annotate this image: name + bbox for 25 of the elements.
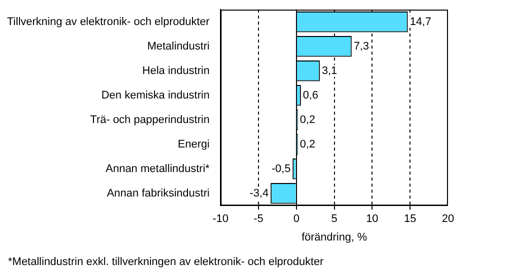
data-label: 3,1 [322,64,338,77]
x-tick-label: 20 [442,213,454,226]
y-tick-label: Annan metallindustri* [106,162,210,175]
text: *Metallindustrin exkl. tillverkningen av elektronik- och elprodukter [8,256,324,268]
x-tick-label: 15 [404,213,416,226]
x-tick-label: -5 [254,213,264,226]
data-label: 14,7 [410,16,432,28]
data-label: -3,4 [250,187,269,200]
data-label: 0,2 [300,114,316,126]
x-tick-label: 5 [331,213,338,226]
y-tick-label: Tillverkning av elektronik- och elprodukter [6,16,210,28]
y-tick-label: Trä- och papperindustrin [90,114,210,126]
data-label: -0,5 [272,162,291,175]
y-tick-label: Energi [178,138,210,150]
y-tick-label: Hela industrin [142,64,210,77]
y-tick-label: Metalindustri [147,40,210,52]
x-tick-label: 0 [293,213,300,226]
x-tick-label: 10 [366,213,378,226]
x-axis-title: förändring, % [302,231,368,244]
y-tick-label: Annan fabriksindustri [106,187,210,200]
x-tick-label: -10 [212,213,229,226]
data-label: 0,6 [302,89,318,102]
y-tick-label: Den kemiska industrin [101,89,210,102]
data-label: 0,2 [300,138,316,150]
data-label: 7,3 [354,40,370,52]
